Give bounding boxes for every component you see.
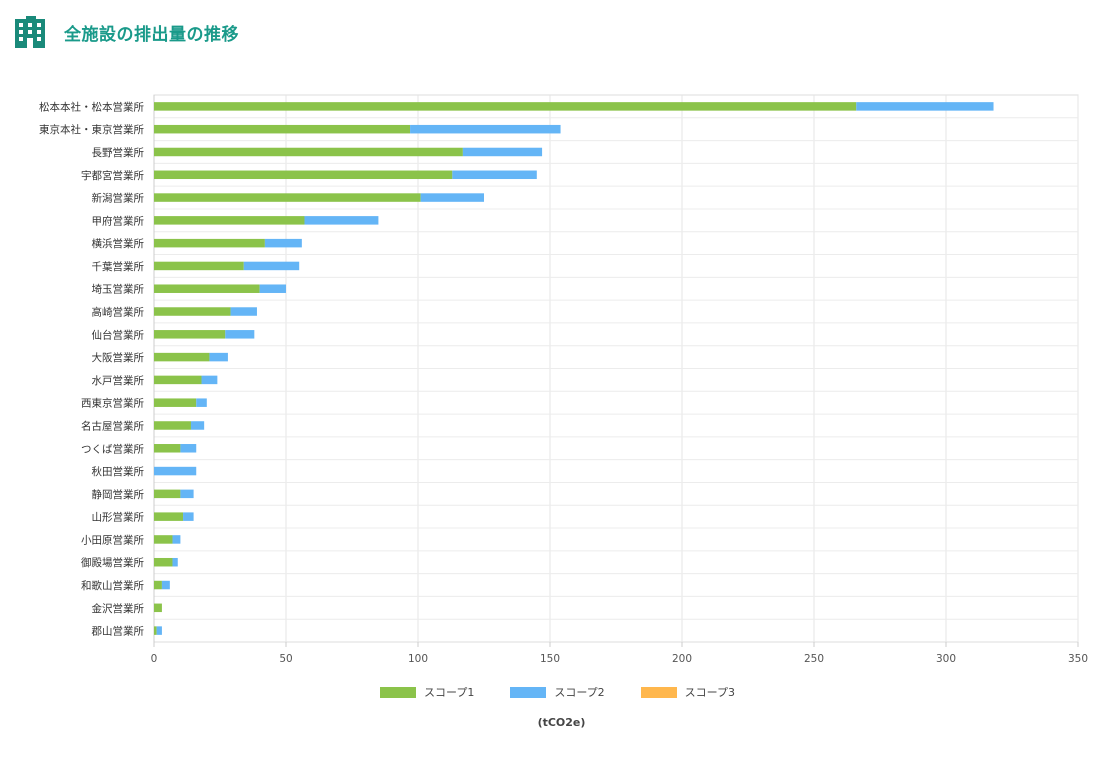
x-tick-label: 100	[408, 653, 428, 665]
bar-segment-2	[190, 421, 205, 430]
bar-segment-1	[154, 489, 181, 499]
bar-segment-2	[304, 216, 379, 225]
legend-label: スコープ3	[684, 686, 736, 699]
category-label: 東京本社・東京営業所	[39, 123, 144, 136]
bar-segment-1	[154, 216, 305, 225]
x-tick-label: 350	[1068, 653, 1088, 665]
bar-segment-2	[462, 147, 543, 157]
bar-segment-2	[172, 535, 181, 544]
bar-segment-1	[154, 375, 202, 385]
bar-segment-1	[154, 535, 173, 544]
category-label: 静岡営業所	[92, 488, 145, 501]
bar-segment-2	[201, 375, 218, 385]
category-label: 新潟営業所	[92, 192, 145, 205]
bar-segment-1	[154, 557, 173, 567]
bar-segment-1	[154, 352, 210, 362]
bar-segment-2	[196, 398, 207, 407]
bar-segment-1	[154, 421, 191, 430]
x-axis-unit-label: (tCO2e)	[537, 716, 586, 729]
bar-segment-1	[154, 284, 260, 293]
bar-segment-1	[154, 124, 411, 134]
bar-segment-1	[154, 102, 857, 111]
bar-segment-1	[154, 170, 453, 180]
bar-segment-2	[172, 557, 178, 567]
category-label: 松本本社・松本営業所	[39, 100, 144, 113]
category-label: 横浜営業所	[92, 237, 145, 250]
chart-header: 全施設の排出量の推移	[14, 16, 239, 48]
category-label: 御殿場営業所	[81, 556, 144, 569]
category-label: 小田原営業所	[81, 533, 144, 546]
building-icon	[15, 16, 45, 48]
category-label: 大阪営業所	[92, 351, 145, 364]
category-label: 金沢営業所	[92, 602, 145, 615]
legend-item-1[interactable]: スコープ1	[379, 684, 475, 700]
bar-segment-1	[154, 238, 265, 248]
stacked-bar-chart: 0 50 100 150 200 250 300 350 松本本社・松本営業所東京本社・東京営業…	[39, 94, 1088, 665]
bar-segment-1	[154, 444, 181, 453]
x-tick-label: 300	[936, 653, 956, 665]
bar-segment-2	[180, 444, 197, 453]
bar-segment-1	[154, 512, 184, 521]
bar-segment-1	[154, 626, 157, 635]
bar-segment-2	[264, 238, 302, 248]
bar-segment-1	[154, 330, 226, 339]
category-label: 和歌山営業所	[81, 579, 144, 592]
legend-item-3[interactable]: スコープ3	[640, 684, 736, 700]
x-tick-label: 50	[279, 653, 292, 665]
legend-label: スコープ1	[423, 686, 475, 699]
bar-segment-2	[161, 580, 170, 590]
page-title: 全施設の排出量の推移	[64, 24, 239, 45]
x-tick-label: 150	[540, 653, 560, 665]
category-label: 千葉営業所	[92, 260, 145, 273]
category-label: 長野営業所	[92, 146, 145, 159]
bar-segment-2	[410, 124, 561, 134]
x-tick-label: 0	[151, 653, 158, 665]
bar-segment-2	[420, 193, 484, 202]
bar-segment-2	[209, 352, 228, 362]
bar-segment-1	[154, 261, 244, 271]
bar-segment-1	[154, 603, 162, 613]
bar-segment-2	[230, 307, 257, 316]
bar-segment-1	[154, 307, 231, 316]
bar-segment-2	[183, 512, 194, 521]
bar-segment-1	[154, 147, 463, 157]
category-label: 埼玉営業所	[92, 283, 145, 296]
bar-segment-2	[856, 102, 994, 111]
bar-segment-2	[452, 170, 537, 180]
bar-segment-2	[225, 330, 255, 339]
legend-swatch	[640, 686, 677, 698]
x-tick-label: 200	[672, 653, 692, 665]
category-label: 西東京営業所	[81, 397, 144, 410]
bar-segment-2	[259, 284, 286, 293]
bar-segment-1	[154, 398, 197, 407]
category-label: 秋田営業所	[92, 465, 145, 478]
legend-label: スコープ2	[554, 686, 605, 699]
category-label: 甲府営業所	[92, 214, 145, 227]
x-tick-label: 250	[804, 653, 824, 665]
bar-segment-1	[154, 580, 162, 590]
chart-legend: スコープ1 スコープ2 スコープ3	[0, 684, 1115, 700]
category-label: 宇都宮営業所	[81, 169, 144, 182]
category-label: 名古屋営業所	[81, 419, 144, 432]
bar-segment-1	[154, 193, 421, 202]
bar-segment-2	[154, 466, 197, 476]
legend-swatch	[510, 686, 547, 698]
category-label: 郡山営業所	[92, 625, 145, 638]
bar-segment-2	[180, 489, 194, 499]
category-label: 水戸営業所	[92, 374, 145, 387]
bar-segment-2	[243, 261, 300, 271]
category-label: 仙台営業所	[92, 328, 145, 341]
category-label: つくば営業所	[81, 442, 144, 455]
category-label: 山形営業所	[92, 511, 145, 524]
category-label: 高崎営業所	[92, 306, 145, 319]
bar-segment-2	[156, 626, 162, 635]
legend-swatch	[379, 686, 416, 698]
legend-item-2[interactable]: スコープ2	[510, 684, 605, 700]
